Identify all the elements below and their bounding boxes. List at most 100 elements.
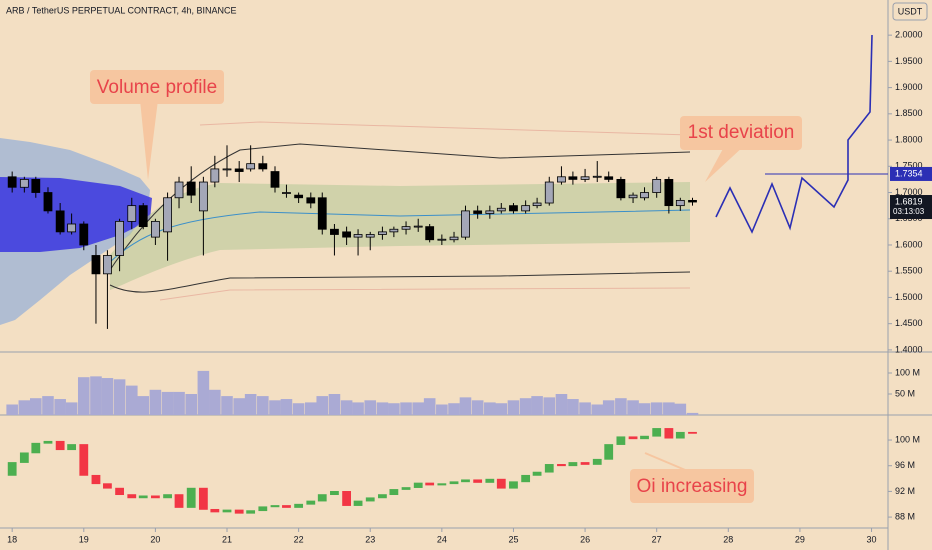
y-tick-label: 100 M [895,434,920,444]
candle-body [485,478,495,483]
volume-bar [305,402,317,415]
candle-body [198,181,208,212]
candle-body [628,194,638,199]
annotation-pointer [644,452,691,473]
candle-body [174,494,184,508]
candle-body [55,210,65,233]
deviation-band [110,182,690,290]
candle-body [532,202,542,207]
candle-body [652,428,662,437]
lower-deviation-line [109,271,691,293]
volume-bar [412,402,425,415]
volume-bar [42,396,54,415]
volume-bar [531,396,543,415]
candle-body [449,236,459,241]
volume-bar [627,400,639,415]
candle-body [521,205,531,212]
candle-body [150,495,160,499]
volume-bar [543,397,556,415]
candle-body [616,179,626,199]
candle-body [604,444,614,460]
candle-body [31,179,41,193]
x-tick-label: 22 [294,534,304,544]
candle-body [186,181,196,196]
y-tick-label: 1.9000 [895,82,923,92]
candle-body [557,464,566,467]
candle-body [174,181,184,199]
volume-bar [6,404,18,415]
candle-body [353,500,363,506]
candle-body [401,226,411,230]
candle-body [246,510,256,514]
candle-body [604,176,614,180]
candle-body [43,192,53,212]
volume-bar [686,412,699,415]
candle-body [270,171,280,188]
candle-body [532,471,542,476]
volume-bar [292,403,305,415]
x-tick-label: 28 [723,534,733,544]
y-tick-label: 96 M [895,460,915,470]
candle-body [461,210,470,238]
candle-body [127,205,137,222]
volume-bar [101,378,114,415]
candle-body [652,179,662,193]
volume-bar [185,394,198,415]
volume-bar [65,402,78,415]
candle-body [91,255,101,275]
y-tick-label: 1.4500 [895,318,923,328]
candle-body [675,431,685,439]
volume-bar [602,400,615,415]
candle-body [115,487,124,496]
volume-bar [197,370,210,415]
volume-bar [316,396,329,415]
volume-bar [233,398,245,415]
volume-bar [484,402,496,415]
candle-body [234,168,244,172]
x-tick-label: 19 [79,534,89,544]
y-tick-label: 92 M [895,486,915,496]
candle-body [210,168,220,183]
candle-body [246,163,256,170]
volume-bar [555,394,568,415]
volume-profile-value-area [0,177,152,252]
candle-body [222,509,232,513]
y-tick-label: 1.7500 [895,161,923,171]
annotation-pointer [705,145,745,182]
outer-band-line [199,121,691,136]
volume-bar [376,402,389,415]
candle-body [509,205,518,212]
currency-box [892,2,928,21]
candle-body [306,197,316,204]
candle-body [496,207,506,212]
volume-bar [221,396,233,415]
candle-body [509,481,518,489]
volume-bar [352,402,364,415]
candle-body [79,223,89,246]
candle-body [115,220,124,256]
volume-bar [209,389,221,415]
candle-body [365,234,375,238]
volume-bar [650,402,663,415]
y-tick-label: 1.9500 [895,56,923,66]
candle-body [640,435,649,440]
y-tick-label: 50 M [895,388,915,398]
volume-bar [567,399,579,415]
candle-body [461,479,470,483]
y-tick-label: 88 M [895,511,915,521]
candle-body [210,508,220,513]
annotation: 1st deviation [688,122,795,143]
volume-bar [495,403,508,415]
candle-body [317,197,327,230]
volume-bar [436,404,448,415]
volume-bar [591,404,604,415]
annotation-pointer [140,100,158,180]
candle-body [138,205,148,228]
x-tick-label: 21 [222,534,232,544]
x-tick-label: 20 [150,534,160,544]
volume-bar [459,397,472,415]
candle-body [425,226,435,241]
candle-body [628,436,638,440]
volume-bar [173,391,185,415]
candle-body [449,481,459,485]
